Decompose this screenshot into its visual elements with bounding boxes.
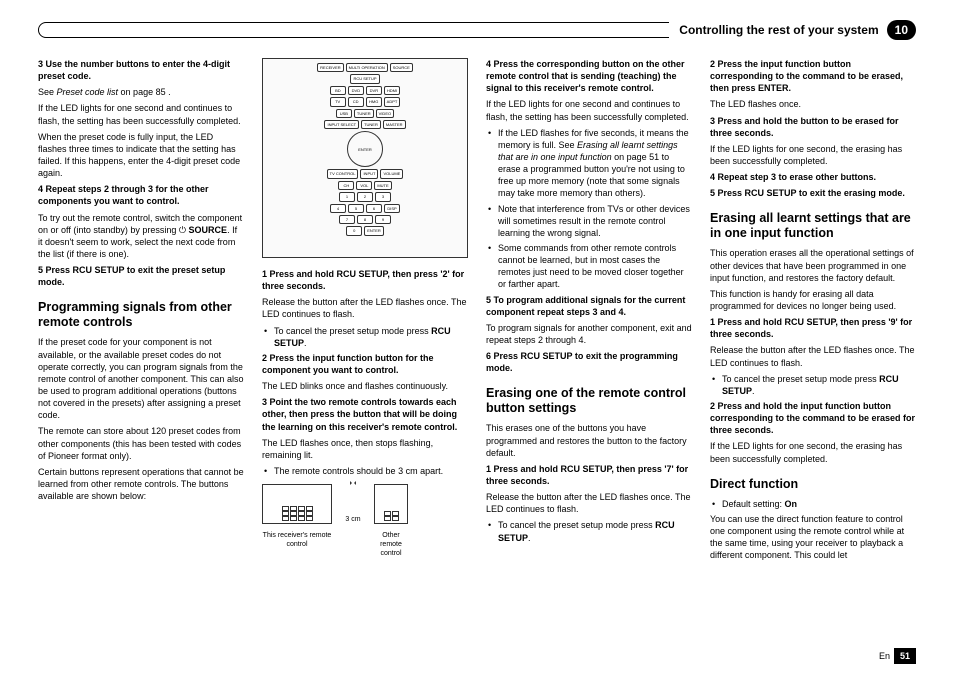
chapter-number: 10 [887, 20, 916, 40]
heading-direct: Direct function [710, 477, 916, 492]
step-4-title: 4 Repeat steps 2 through 3 for the other… [38, 183, 244, 207]
footer-page: 51 [894, 648, 916, 664]
direct-bullet: Default setting: On [710, 498, 916, 510]
c2-step-3-title: 3 Point the two remote controls towards … [262, 396, 468, 432]
heading-programming: Programming signals from other remote co… [38, 300, 244, 330]
header-right: Controlling the rest of your system 10 [669, 20, 916, 40]
erase-one-p1: This erases one of the buttons you have … [486, 422, 692, 458]
c2-step-2-p1: The LED blinks once and flashes continuo… [262, 380, 468, 392]
footer-lang: En [879, 650, 890, 662]
prog-p3: Certain buttons represent operations tha… [38, 466, 244, 502]
page-footer: En 51 [879, 648, 916, 664]
prog-p2: The remote can store about 120 preset co… [38, 425, 244, 461]
c4-step-5-title: 5 Press RCU SETUP to exit the erasing mo… [710, 187, 916, 199]
c3-step-4-p1: If the LED lights for one second and con… [486, 98, 692, 122]
step-3-title: 3 Use the number buttons to enter the 4-… [38, 58, 244, 82]
this-remote [262, 484, 332, 524]
heading-erase-all: Erasing all learnt settings that are in … [710, 211, 916, 241]
header-title: Controlling the rest of your system [675, 22, 886, 38]
c2-step-2-title: 2 Press the input function button for th… [262, 352, 468, 376]
direct-p1: You can use the direct function feature … [710, 513, 916, 562]
step-4-p1: To try out the remote control, switch th… [38, 212, 244, 261]
column-1: 3 Use the number buttons to enter the 4-… [38, 58, 244, 565]
page-header: Controlling the rest of your system 10 [38, 20, 916, 40]
c2-step-3-bullet: The remote controls should be 3 cm apart… [262, 465, 468, 477]
distance-label: 3 cm [345, 515, 360, 524]
erase-step-1-bullet: To cancel the preset setup mode press RC… [486, 519, 692, 543]
c3-b3: Some commands from other remote controls… [486, 242, 692, 291]
c4-step-3-p1: If the LED lights for one second, the er… [710, 143, 916, 167]
c2-step-1-p1: Release the button after the LED flashes… [262, 296, 468, 320]
enter-dial: ENTER [347, 131, 383, 167]
c3-step-4-title: 4 Press the corresponding button on the … [486, 58, 692, 94]
heading-erase-one: Erasing one of the remote control button… [486, 386, 692, 416]
erase-step-1-title: 1 Press and hold RCU SETUP, then press '… [486, 463, 692, 487]
power-icon: ⏻ [179, 225, 189, 235]
c4-step-2-p1: The LED flashes once. [710, 98, 916, 110]
prog-p1: If the preset code for your component is… [38, 336, 244, 421]
c3-step-5-p1: To program signals for another component… [486, 322, 692, 346]
column-4: 2 Press the input function button corres… [710, 58, 916, 565]
c4-step-3-title: 3 Press and hold the button to be erased… [710, 115, 916, 139]
c3-step-6-title: 6 Press RCU SETUP to exit the programmin… [486, 350, 692, 374]
ea-step-2-title: 2 Press and hold the input function butt… [710, 400, 916, 436]
c2-step-1-bullet: To cancel the preset setup mode press RC… [262, 325, 468, 349]
step-3-p1: If the LED lights for one second and con… [38, 102, 244, 126]
column-2: RECEIVERMULTI OPERATIONSOURCE RCU SETUP … [262, 58, 468, 565]
c3-b1: If the LED flashes for five seconds, it … [486, 127, 692, 200]
ea-step-2-p1: If the LED lights for one second, the er… [710, 440, 916, 464]
c2-step-3-p1: The LED flashes once, then stops flashin… [262, 437, 468, 461]
ea-step-1-p1: Release the button after the LED flashes… [710, 344, 916, 368]
c3-step-5-title: 5 To program additional signals for the … [486, 294, 692, 318]
erase-step-1-p1: Release the button after the LED flashes… [486, 491, 692, 515]
erase-all-p1: This operation erases all the operationa… [710, 247, 916, 283]
column-3: 4 Press the corresponding button on the … [486, 58, 692, 565]
c2-step-1-title: 1 Press and hold RCU SETUP, then press '… [262, 268, 468, 292]
c4-step-2-title: 2 Press the input function button corres… [710, 58, 916, 94]
remote-labels: This receiver's remote control Other rem… [262, 531, 468, 559]
step-3-see: See Preset code list on page 85 . [38, 86, 244, 98]
ea-step-1-title: 1 Press and hold RCU SETUP, then press '… [710, 316, 916, 340]
c4-step-4-title: 4 Repeat step 3 to erase other buttons. [710, 171, 916, 183]
two-remotes-diagram: 3 cm [262, 483, 468, 524]
ea-step-1-bullet: To cancel the preset setup mode press RC… [710, 373, 916, 397]
step-3-p2: When the preset code is fully input, the… [38, 131, 244, 180]
c3-b2: Note that interference from TVs or other… [486, 203, 692, 239]
content-columns: 3 Use the number buttons to enter the 4-… [38, 58, 916, 565]
remote-diagram: RECEIVERMULTI OPERATIONSOURCE RCU SETUP … [262, 58, 468, 258]
other-remote [374, 484, 408, 524]
erase-all-p2: This function is handy for erasing all d… [710, 288, 916, 312]
step-5-title: 5 Press RCU SETUP to exit the preset set… [38, 264, 244, 288]
